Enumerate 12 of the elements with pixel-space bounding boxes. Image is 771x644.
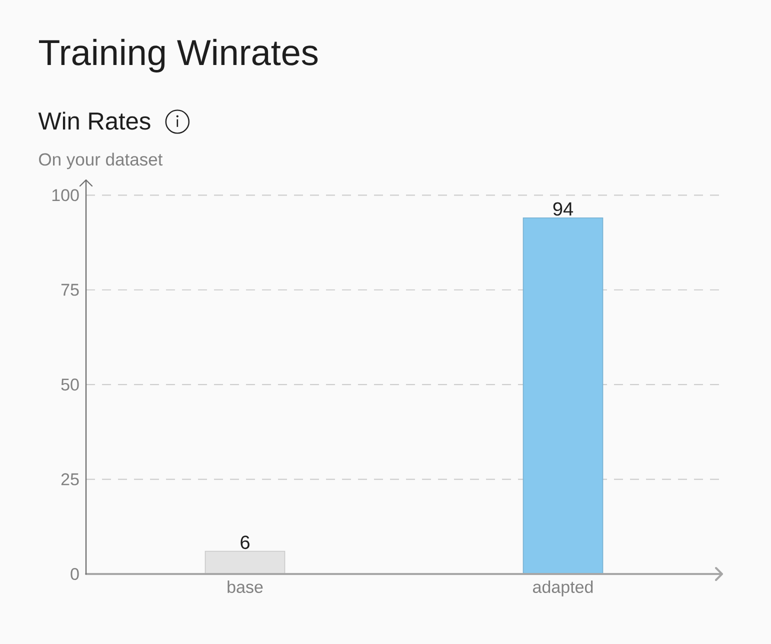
x-tick-label: adapted (533, 580, 593, 596)
chart-subtitle: Win Rates (38, 112, 150, 130)
data-label: 94 (553, 202, 574, 216)
y-tick-label: 0 (70, 568, 79, 580)
chart-title: Training Winrates (39, 38, 318, 72)
y-tick-label: 75 (61, 284, 79, 296)
x-tick-label: base (228, 580, 263, 594)
text: On your dataset (39, 152, 163, 170)
y-tick-label: 50 (61, 378, 79, 391)
data-label: 6 (240, 536, 250, 550)
y-tick-label: 25 (61, 473, 79, 486)
y-tick-label: 100 (52, 189, 79, 202)
